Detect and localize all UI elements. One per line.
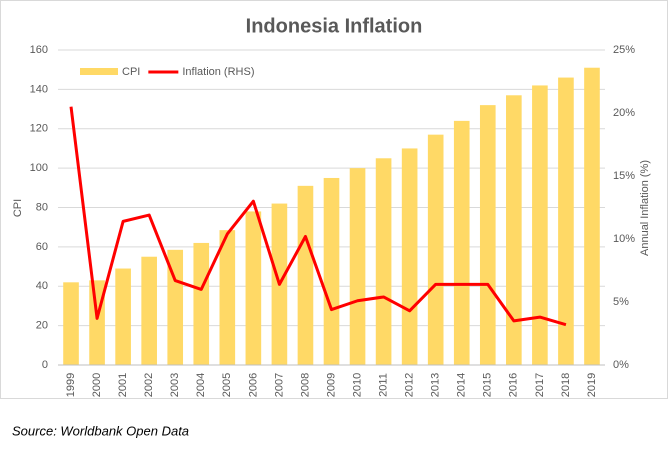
x-tick-label: 2013 (430, 373, 442, 397)
y-tick-label: 0 (42, 359, 48, 371)
bar (141, 256, 157, 365)
bar (558, 77, 574, 365)
y-tick-label: 160 (30, 44, 48, 56)
bar (63, 282, 79, 365)
x-tick-label: 2008 (299, 373, 311, 397)
y-tick-label: 100 (30, 162, 48, 174)
x-tick-label: 1999 (65, 373, 77, 397)
y-tick-label: 80 (36, 201, 48, 213)
y-tick-label: 140 (30, 83, 48, 95)
x-tick-label: 2002 (143, 373, 155, 397)
x-tick-label: 2018 (560, 373, 572, 397)
bar (245, 211, 262, 365)
y-tick-label: 60 (36, 241, 48, 253)
y2-axis-title: Annual Inflation (%) (639, 160, 651, 256)
y-axis-title: CPI (12, 199, 24, 217)
legend-label: CPI (122, 66, 140, 78)
bar (323, 177, 340, 365)
bar (375, 158, 392, 365)
x-tick-label: 2000 (91, 373, 103, 397)
x-tick-label: 2009 (325, 373, 337, 397)
legend-swatch (80, 68, 118, 75)
y2-tick-label: 20% (613, 107, 635, 119)
x-tick-label: 2016 (508, 373, 520, 397)
x-tick-label: 2004 (195, 373, 207, 397)
bar (401, 148, 418, 365)
x-tick-label: 2007 (273, 373, 285, 397)
bar (193, 242, 210, 365)
bar (532, 85, 548, 365)
bar (349, 168, 366, 365)
x-tick-label: 2012 (404, 373, 416, 397)
bar (506, 95, 522, 365)
y2-tick-label: 10% (613, 233, 635, 245)
x-tick-label: 2006 (247, 373, 259, 397)
y-tick-label: 120 (30, 123, 48, 135)
bar (167, 249, 184, 365)
x-tick-label: 2011 (378, 373, 390, 397)
x-tick-label: 2015 (482, 373, 494, 397)
chart-title: Indonesia Inflation (246, 15, 423, 37)
bar (297, 185, 314, 365)
bar (453, 120, 470, 365)
x-tick-label: 2003 (169, 373, 181, 397)
x-tick-label: 2014 (456, 373, 468, 397)
line (69, 106, 567, 327)
y-tick-label: 40 (36, 280, 48, 292)
x-tick-label: 2017 (534, 373, 546, 397)
bar (219, 230, 236, 365)
x-tick-label: 2005 (221, 373, 233, 397)
x-tick-label: 2010 (351, 373, 363, 397)
bar (115, 268, 131, 365)
source-note: Source: Worldbank Open Data (12, 423, 189, 438)
x-tick-label: 2019 (586, 373, 598, 397)
bar (584, 67, 600, 365)
legend-label: Inflation (RHS) (182, 66, 254, 78)
y2-tick-label: 15% (613, 170, 635, 182)
y-tick-label: 20 (36, 320, 48, 332)
bar (479, 105, 496, 365)
x-tick-label: 2001 (117, 373, 129, 397)
bar (427, 134, 444, 365)
y2-tick-label: 5% (613, 296, 629, 308)
y2-tick-label: 25% (613, 44, 635, 56)
y2-tick-label: 0% (613, 359, 629, 371)
